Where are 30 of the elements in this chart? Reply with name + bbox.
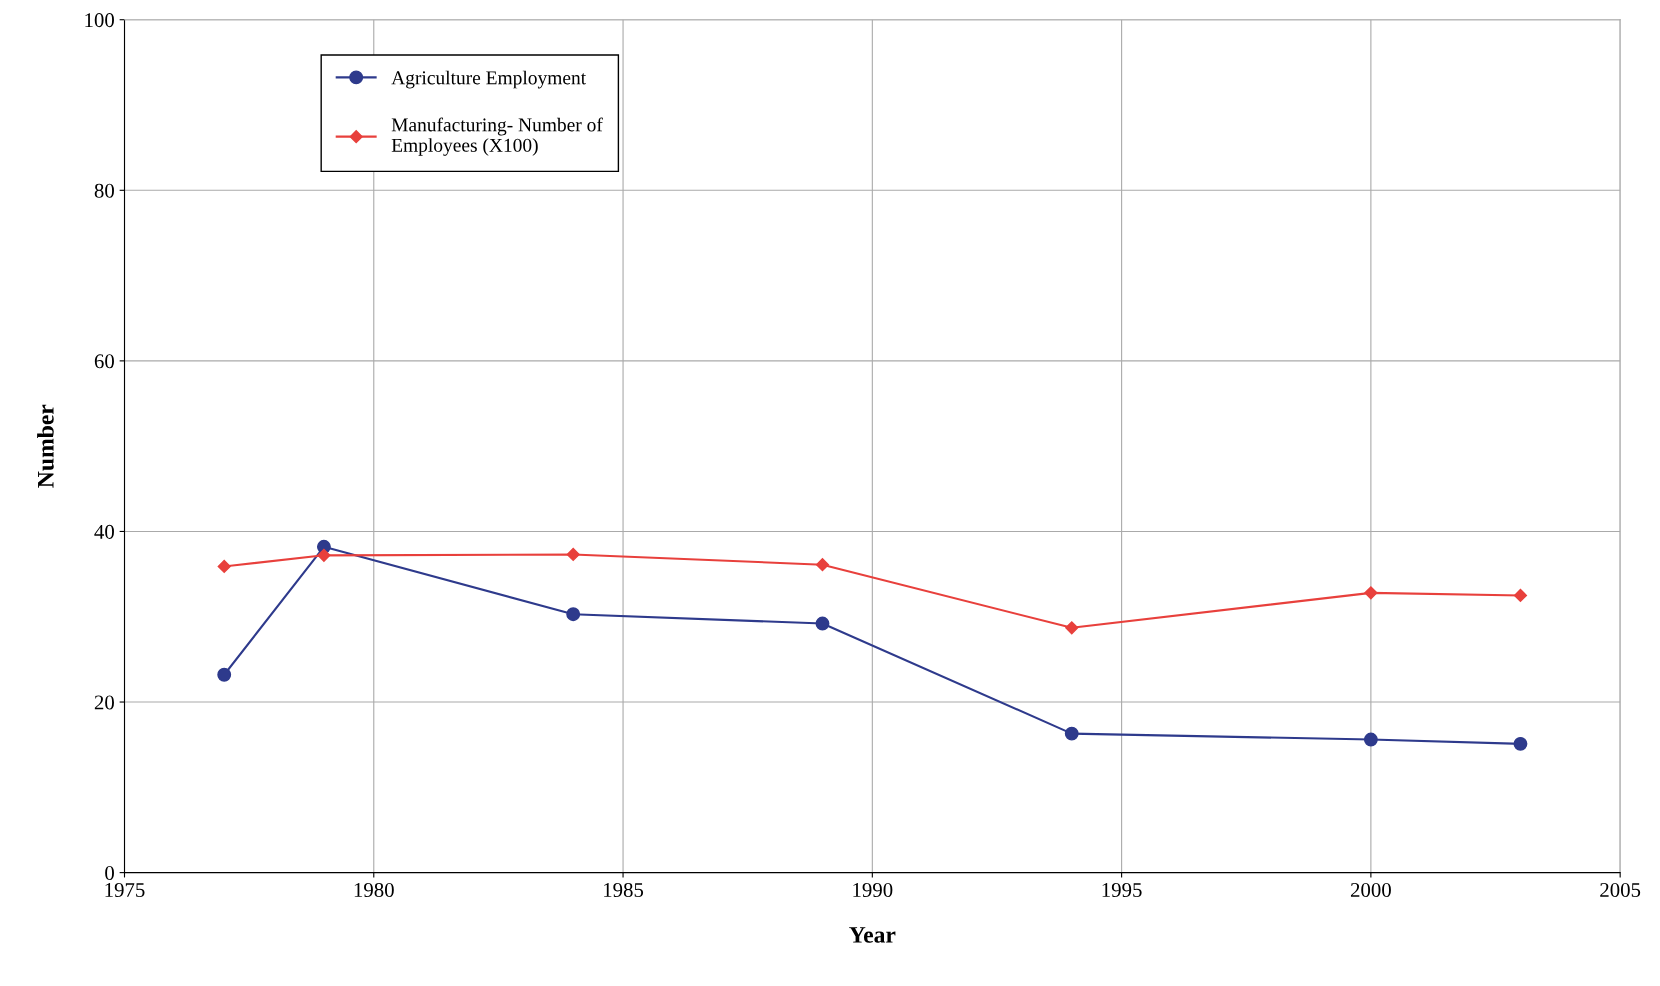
y-tick-label: 0 (105, 865, 114, 881)
point (566, 547, 580, 562)
x-tick-label: 2005 (1600, 882, 1641, 897)
y-tick-label: 60 (94, 354, 114, 369)
legend-label: Agriculture Employment (391, 70, 587, 89)
point (1363, 732, 1378, 747)
x-tick-label: 1985 (604, 882, 644, 897)
point (1065, 621, 1079, 635)
y-tick-label: 20 (94, 695, 114, 710)
x-tick-label: 1975 (105, 882, 145, 897)
point (815, 616, 830, 631)
point (566, 607, 581, 622)
y-axis-title: Number (37, 404, 54, 488)
y-tick-label: 80 (94, 183, 114, 198)
y-tick-label: 100 (85, 13, 114, 28)
point (217, 559, 231, 574)
y-tick-label: 40 (94, 524, 114, 539)
x-axis-title: Year (849, 927, 896, 943)
point (217, 667, 232, 682)
point (317, 548, 331, 562)
x-tick-label: 2000 (1350, 882, 1391, 897)
x-tick-label: 1995 (1102, 882, 1142, 897)
legend-label: Manufacturing- Number of Employees (X100) (391, 117, 603, 156)
point (1064, 726, 1079, 741)
point (1513, 736, 1528, 751)
point (1364, 586, 1378, 600)
point (815, 558, 830, 572)
x-tick-label: 1980 (354, 882, 394, 897)
point (1513, 588, 1528, 603)
x-tick-label: 1990 (853, 882, 893, 897)
